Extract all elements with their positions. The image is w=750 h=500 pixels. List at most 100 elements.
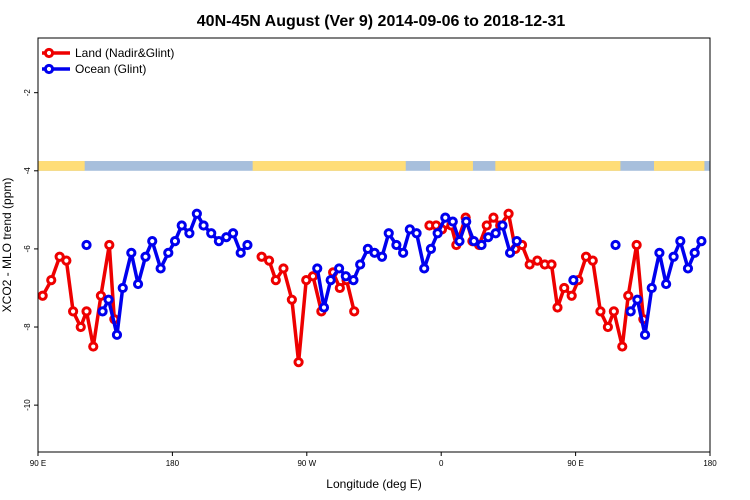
- land-data-point: [566, 290, 577, 301]
- ocean-data-point: [646, 282, 657, 294]
- ocean-data-point: [348, 275, 359, 286]
- ocean-data-point: [411, 228, 422, 239]
- ocean-data-point: [419, 263, 430, 274]
- ocean-data-point: [391, 239, 402, 251]
- land-data-point: [349, 306, 360, 317]
- legend: Land (Nadir&Glint) Ocean (Glint): [42, 46, 174, 76]
- y-axis: -2 -4 -6 -8 -10: [23, 89, 38, 411]
- ocean-data-point: [398, 247, 409, 258]
- ocean-data-point: [355, 259, 366, 270]
- ocean-data-point: [447, 216, 458, 227]
- ocean-data-point: [625, 306, 636, 317]
- land-data-point: [617, 341, 628, 352]
- land-strip-segment: [654, 161, 705, 171]
- y-tick-label: -10: [23, 399, 32, 411]
- land-data-point: [546, 259, 557, 270]
- land-strip-segment: [495, 161, 621, 171]
- land-data-point: [81, 306, 92, 317]
- ocean-data-point: [511, 235, 522, 247]
- x-tick-label: 180: [166, 459, 180, 468]
- land-data-point: [552, 302, 563, 313]
- land-data-point: [559, 282, 570, 294]
- ocean-data-point: [369, 247, 380, 258]
- ocean-data-point: [440, 212, 451, 223]
- x-axis-label: Longitude (deg E): [326, 477, 421, 491]
- ocean-data-point: [675, 235, 686, 247]
- x-tick-label: 90 E: [30, 459, 46, 468]
- land-data-point: [587, 255, 598, 266]
- ocean-data-point: [147, 235, 158, 247]
- ocean-data-point: [490, 228, 501, 239]
- legend-marker: [43, 47, 55, 59]
- ocean-data-point: [126, 247, 137, 258]
- y-tick-label: -2: [23, 89, 32, 97]
- land-data-point: [503, 208, 514, 219]
- ocean-series: [81, 208, 707, 340]
- land-data-point: [488, 212, 499, 223]
- ocean-data-point: [668, 251, 679, 262]
- land-data-point: [270, 275, 281, 286]
- land-data-point: [46, 275, 57, 286]
- y-tick-label: -6: [23, 245, 32, 253]
- land-strip-segment: [252, 161, 406, 171]
- x-tick-label: 0: [439, 459, 444, 468]
- x-axis: 90 E 180 90 W 0 90 E 180: [30, 452, 717, 468]
- y-tick-label: -4: [23, 167, 32, 175]
- land-data-point: [481, 220, 492, 231]
- land-data-point: [595, 306, 606, 317]
- ocean-data-point: [103, 294, 114, 305]
- ocean-data-point: [497, 220, 508, 231]
- land-data-point: [524, 259, 535, 270]
- ocean-data-point: [312, 263, 323, 274]
- ocean-data-point: [376, 251, 388, 262]
- ocean-data-point: [689, 247, 700, 258]
- ocean-data-point: [682, 263, 694, 274]
- ocean-data-point: [568, 275, 579, 286]
- ocean-data-point: [206, 228, 217, 239]
- plot-frame: [37, 37, 711, 453]
- ocean-data-point: [163, 247, 174, 258]
- ocean-data-point: [454, 235, 465, 247]
- land-strip-segment: [430, 161, 473, 171]
- land-data-point: [334, 282, 345, 294]
- land-data-point: [95, 290, 107, 301]
- ocean-data-point: [632, 294, 643, 305]
- land-ocean-strip: [38, 161, 710, 171]
- ocean-data-point: [176, 220, 187, 231]
- ocean-data-point: [476, 239, 487, 251]
- x-tick-label: 90 E: [567, 459, 583, 468]
- x-tick-label: 180: [703, 459, 717, 468]
- ocean-data-point: [661, 278, 672, 290]
- ocean-data-point: [432, 228, 443, 239]
- land-data-point: [631, 239, 642, 251]
- ocean-data-point: [198, 220, 209, 231]
- land-data-point: [104, 239, 115, 251]
- land-data-point: [602, 321, 613, 333]
- land-data-point: [263, 255, 275, 266]
- ocean-data-point: [140, 251, 151, 262]
- ocean-data-point: [504, 247, 516, 258]
- land-series-line: [331, 271, 356, 312]
- land-data-point: [37, 290, 48, 301]
- land-data-point: [286, 294, 297, 305]
- ocean-data-point: [132, 278, 144, 290]
- land-strip-segment: [38, 161, 85, 171]
- land-data-point: [623, 290, 634, 301]
- ocean-data-point: [318, 302, 330, 313]
- ocean-data-point: [169, 235, 181, 247]
- land-data-point: [278, 263, 289, 274]
- series-layer: [37, 208, 707, 368]
- ocean-data-point: [235, 247, 246, 258]
- land-data-point: [67, 306, 79, 317]
- land-data-point: [608, 306, 619, 317]
- legend-label: Ocean (Glint): [75, 62, 146, 76]
- ocean-data-point: [242, 239, 253, 251]
- land-data-point: [532, 255, 543, 266]
- land-data-point: [256, 251, 267, 262]
- ocean-data-point: [340, 271, 351, 282]
- x-tick-label: 90 W: [297, 459, 316, 468]
- ocean-data-point: [696, 235, 707, 247]
- ocean-data-point: [610, 239, 621, 251]
- ocean-data-point: [184, 228, 195, 239]
- ocean-data-point: [227, 228, 239, 239]
